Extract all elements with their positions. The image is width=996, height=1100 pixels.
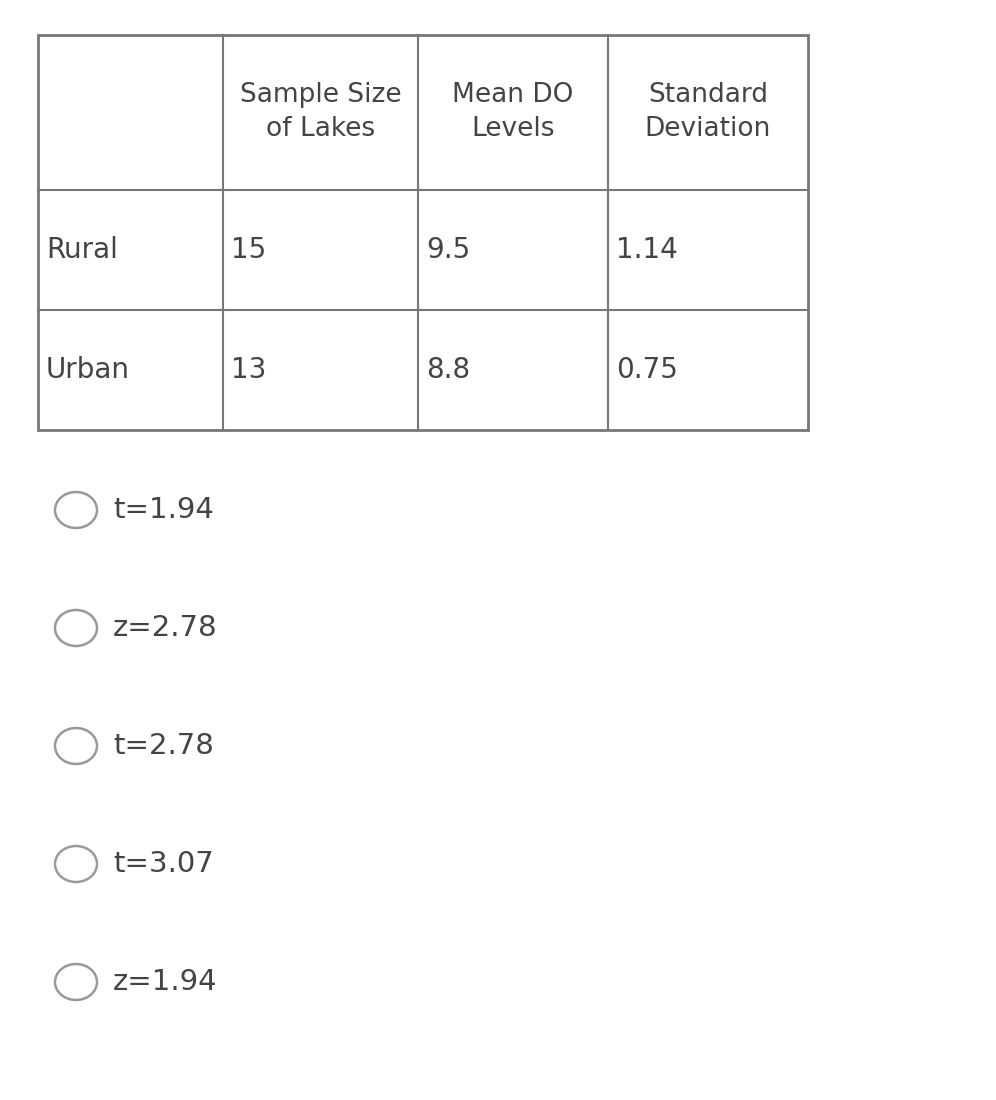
Text: 13: 13: [231, 356, 266, 384]
Text: t=2.78: t=2.78: [113, 732, 214, 760]
Text: Mean DO
Levels: Mean DO Levels: [452, 82, 574, 143]
Text: Sample Size
of Lakes: Sample Size of Lakes: [240, 82, 401, 143]
Text: 15: 15: [231, 236, 266, 264]
Text: 1.14: 1.14: [616, 236, 677, 264]
Text: z=2.78: z=2.78: [113, 614, 217, 642]
Text: t=1.94: t=1.94: [113, 496, 214, 524]
Text: Standard
Deviation: Standard Deviation: [644, 82, 771, 143]
Text: z=1.94: z=1.94: [113, 968, 217, 996]
Text: 9.5: 9.5: [426, 236, 470, 264]
Text: 8.8: 8.8: [426, 356, 470, 384]
Bar: [38, 35, 808, 430]
Text: Urban: Urban: [46, 356, 130, 384]
Text: Rural: Rural: [46, 236, 118, 264]
Text: 0.75: 0.75: [616, 356, 678, 384]
Text: t=3.07: t=3.07: [113, 850, 214, 878]
